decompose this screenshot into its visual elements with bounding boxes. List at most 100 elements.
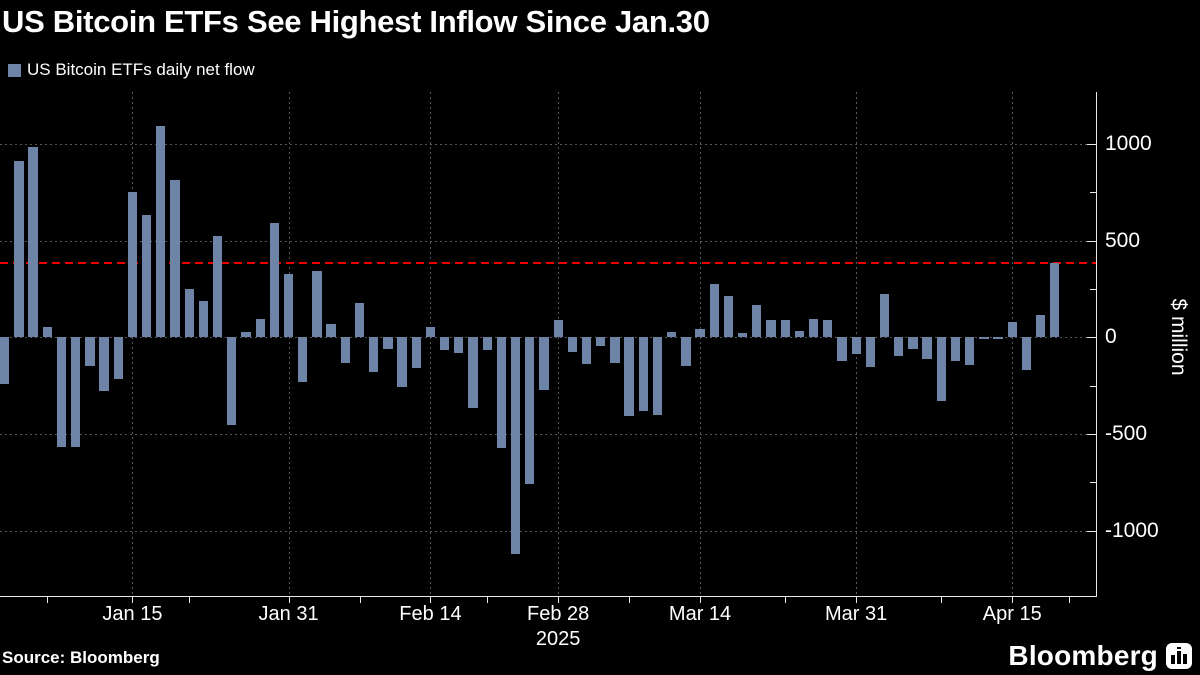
bar: [85, 337, 95, 367]
x-axis-minor-tick: [941, 596, 943, 603]
y-axis-tick-label: 0: [1105, 325, 1117, 349]
bar: [397, 337, 407, 387]
y-axis-tick-label: -500: [1105, 422, 1148, 445]
bar: [241, 332, 251, 338]
bar: [596, 337, 606, 346]
bar: [198, 300, 209, 338]
x-axis-minor-tick: [1069, 596, 1070, 603]
y-gridline: [0, 434, 1096, 435]
bar: [383, 337, 393, 349]
bar: [652, 337, 663, 415]
y-axis-minor-tick: [1090, 192, 1096, 194]
x-axis-line: [0, 596, 1097, 597]
bar: [837, 337, 847, 361]
bar: [936, 337, 946, 402]
x-axis-tick: [1012, 596, 1014, 603]
bar: [581, 337, 592, 365]
bar: [127, 192, 138, 338]
x-gridline: [132, 92, 134, 596]
bar: [1035, 315, 1046, 338]
bar: [454, 337, 464, 353]
bar: [411, 337, 421, 369]
y-axis-minor-tick: [1090, 288, 1096, 290]
x-axis-tick: [856, 596, 858, 603]
reference-line: [0, 262, 1096, 265]
x-axis-year-label: 2025: [535, 628, 581, 650]
bar: [496, 337, 507, 448]
bar: [170, 179, 180, 338]
bar: [369, 337, 379, 373]
x-axis-minor-tick: [629, 596, 631, 603]
x-axis-tick: [558, 596, 560, 603]
bar: [752, 305, 762, 338]
bar: [638, 337, 648, 411]
bloomberg-logo: Bloomberg: [1008, 640, 1192, 672]
x-axis-minor-tick: [189, 596, 191, 603]
x-axis-label: Jan 15: [102, 603, 163, 625]
bar: [865, 337, 875, 368]
bar: [879, 293, 890, 338]
bar: [1007, 321, 1017, 338]
x-gridline: [1012, 92, 1014, 596]
x-axis-tick: [132, 596, 134, 603]
bar: [681, 337, 691, 367]
bar: [71, 337, 81, 447]
x-axis-tick: [288, 596, 290, 603]
bar: [283, 274, 294, 338]
bar: [965, 337, 975, 366]
bar: [808, 318, 819, 338]
y-axis-line: [1096, 92, 1097, 596]
bar: [766, 319, 776, 338]
bar: [14, 161, 24, 338]
y-axis-tick-label: 500: [1105, 228, 1141, 252]
bar: [979, 337, 989, 340]
bar: [894, 337, 904, 356]
x-axis-minor-tick: [47, 596, 49, 603]
bar: [42, 326, 52, 338]
legend-label: US Bitcoin ETFs daily net flow: [27, 60, 255, 79]
x-gridline: [700, 92, 702, 596]
x-axis-minor-tick: [359, 596, 361, 603]
bar: [1050, 262, 1060, 338]
x-axis-tick: [700, 596, 702, 603]
x-axis-minor-tick: [785, 596, 787, 603]
bar: [993, 337, 1003, 340]
bar: [56, 337, 67, 447]
bar: [212, 235, 223, 338]
legend: US Bitcoin ETFs daily net flow: [8, 60, 255, 80]
y-axis-tick: [1087, 143, 1096, 145]
bar: [227, 337, 237, 426]
bar: [425, 326, 436, 338]
y-axis-tick-label: 1000: [1105, 131, 1152, 155]
bar: [667, 332, 677, 338]
bar: [326, 323, 336, 338]
x-axis-label: Mar 31: [825, 603, 888, 625]
bar: [298, 337, 308, 382]
y-axis-tick: [1087, 530, 1096, 532]
y-axis-tick-label: -1000: [1105, 518, 1159, 542]
bar: [950, 337, 961, 362]
bar: [269, 223, 279, 338]
chart-title: US Bitcoin ETFs See Highest Inflow Since…: [2, 4, 710, 39]
bar: [156, 126, 166, 338]
bar: [482, 337, 492, 350]
bar: [610, 337, 620, 364]
y-axis-tick: [1087, 434, 1096, 435]
bar: [851, 337, 861, 354]
bar: [567, 337, 577, 352]
x-gridline: [558, 92, 560, 596]
bar: [922, 337, 932, 359]
bar: [510, 337, 521, 554]
bar: [794, 330, 805, 338]
x-axis-label: Feb 28: [527, 603, 590, 625]
bar: [695, 328, 705, 338]
bar: [142, 215, 152, 338]
bar: [553, 319, 563, 338]
bar: [468, 337, 478, 408]
bar: [99, 337, 109, 392]
x-axis-tick: [430, 596, 432, 603]
x-gridline: [430, 92, 432, 596]
legend-swatch-icon: [8, 63, 21, 77]
bar: [184, 288, 194, 338]
bar: [0, 337, 10, 384]
